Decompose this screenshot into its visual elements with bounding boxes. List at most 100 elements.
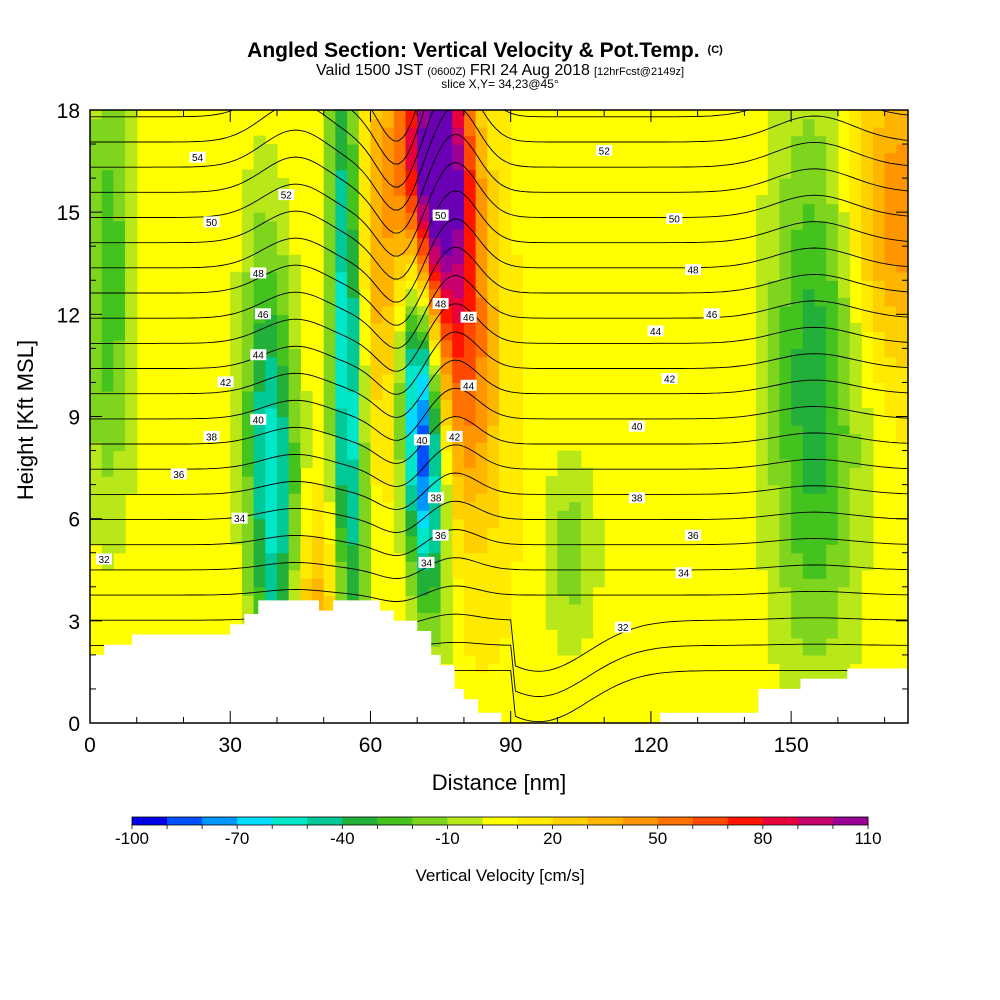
velocity-cell (452, 280, 465, 290)
velocity-cell (358, 373, 372, 384)
velocity-cell (428, 467, 442, 477)
velocity-cell (323, 484, 336, 494)
velocity-cell (452, 237, 465, 247)
velocity-cell (884, 237, 897, 247)
velocity-cell (113, 518, 126, 528)
velocity-cell (767, 578, 781, 588)
velocity-cell (557, 620, 570, 630)
velocity-cell (872, 135, 886, 145)
velocity-cell (113, 535, 126, 545)
velocity-cell (113, 169, 126, 179)
colorbar-segment (342, 817, 378, 825)
velocity-cell (347, 271, 360, 281)
contour-label: 36 (685, 529, 701, 542)
velocity-cell (463, 552, 477, 562)
velocity-cell (428, 603, 442, 613)
velocity-cell (335, 569, 348, 579)
velocity-cell (475, 518, 488, 528)
pot-temp-contour (90, 331, 908, 395)
velocity-cell (861, 433, 874, 443)
velocity-cell (463, 637, 477, 647)
velocity-cell (499, 322, 512, 332)
velocity-cell (323, 195, 336, 205)
contour-label-box (685, 264, 701, 276)
velocity-cell (802, 569, 816, 579)
pot-temp-contour (90, 500, 908, 533)
velocity-cell (370, 322, 383, 332)
velocity-cell (276, 331, 290, 341)
velocity-cell (802, 254, 816, 264)
velocity-cell (814, 365, 827, 375)
velocity-cell (837, 518, 851, 528)
velocity-cell (463, 178, 477, 188)
velocity-cell (884, 169, 897, 179)
velocity-cell (487, 586, 500, 596)
velocity-cell (499, 527, 512, 537)
velocity-cell (767, 544, 781, 554)
velocity-cell (802, 178, 816, 188)
velocity-cell (896, 195, 908, 205)
velocity-cell (499, 152, 512, 162)
velocity-cell (90, 152, 103, 162)
velocity-cell (300, 561, 313, 571)
velocity-cell (475, 510, 488, 520)
velocity-cell (288, 425, 301, 435)
velocity-cell (300, 433, 313, 443)
velocity-cell (872, 195, 886, 205)
velocity-cell (101, 493, 114, 503)
velocity-cell (101, 339, 114, 349)
velocity-cell (323, 603, 336, 613)
velocity-cell (767, 373, 781, 384)
velocity-cell (393, 331, 407, 341)
contour-label-box (666, 213, 683, 224)
velocity-cell (767, 629, 781, 639)
velocity-cell (569, 459, 582, 469)
velocity-cell (779, 135, 792, 145)
velocity-cell (335, 467, 348, 477)
velocity-cell (125, 271, 138, 281)
velocity-cell (265, 552, 278, 562)
velocity-cell (253, 578, 266, 588)
velocity-cell (323, 433, 336, 443)
velocity-cell (499, 407, 512, 418)
velocity-cell (826, 535, 839, 545)
velocity-cell (849, 442, 862, 452)
velocity-cell (487, 144, 500, 154)
velocity-cell (300, 390, 313, 401)
velocity-cell (779, 331, 792, 341)
velocity-cell (358, 178, 372, 188)
velocity-cell (125, 280, 138, 290)
velocity-cell (276, 382, 290, 392)
velocity-cell (463, 144, 477, 154)
velocity-cell (347, 518, 360, 528)
velocity-cell (417, 407, 430, 418)
velocity-cell (837, 348, 851, 358)
velocity-cell (125, 390, 138, 401)
velocity-cell (253, 407, 266, 418)
velocity-cell (335, 348, 348, 358)
velocity-cell (101, 322, 114, 332)
velocity-cell (428, 382, 442, 392)
velocity-cell (802, 297, 816, 307)
velocity-cell (814, 331, 827, 341)
velocity-cell (113, 220, 126, 230)
velocity-cell (312, 586, 325, 596)
velocity-cell (463, 254, 477, 264)
velocity-cell (276, 203, 290, 213)
velocity-cell (767, 127, 781, 137)
x-tick-label: 90 (499, 734, 522, 757)
velocity-cell (475, 603, 488, 613)
velocity-cell (440, 339, 453, 349)
velocity-cell (288, 365, 301, 375)
velocity-cell (405, 501, 418, 511)
velocity-cell (417, 314, 430, 324)
velocity-cell (440, 569, 453, 579)
velocity-cell (475, 237, 488, 247)
velocity-cell (499, 212, 512, 222)
velocity-cell (826, 578, 839, 588)
velocity-cell (499, 416, 512, 426)
velocity-cell (475, 203, 488, 213)
velocity-cell (767, 288, 781, 298)
velocity-cell (113, 382, 126, 392)
velocity-cell (826, 467, 839, 477)
